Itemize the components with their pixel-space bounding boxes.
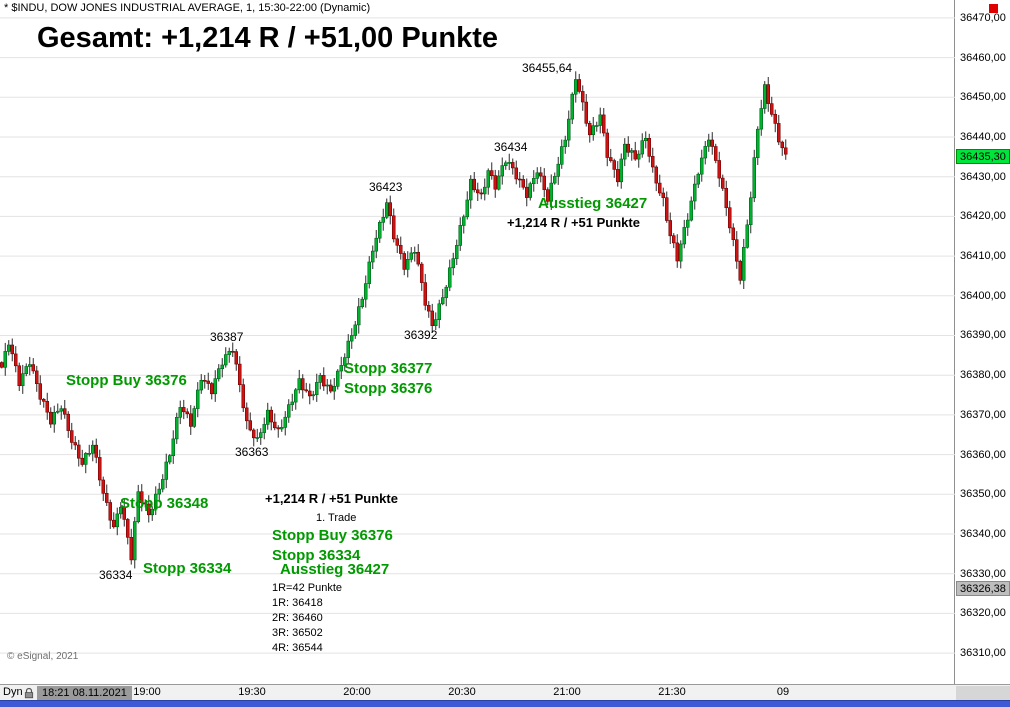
chart-annotation: Stopp Buy 36376 bbox=[272, 527, 393, 544]
axis-corner bbox=[956, 686, 1010, 701]
time-axis-label: 09 bbox=[776, 686, 790, 698]
chart-annotation: +1,214 R / +51 Punkte bbox=[265, 491, 398, 506]
level-price-badge: 36326,38 bbox=[956, 581, 1010, 597]
price-axis-tick: 36400,00 bbox=[960, 289, 1006, 302]
price-axis-tick: 36330,00 bbox=[960, 567, 1006, 580]
time-axis-label: 19:30 bbox=[238, 686, 266, 698]
chart-annotation: Stopp 36334 bbox=[143, 560, 232, 577]
chart-annotation: Stopp 36348 bbox=[120, 495, 209, 512]
time-axis-label: 19:00 bbox=[133, 686, 161, 698]
time-axis-label: 21:30 bbox=[658, 686, 686, 698]
price-axis-tick: 36310,00 bbox=[960, 647, 1006, 660]
price-axis-tick: 36390,00 bbox=[960, 329, 1006, 342]
cursor-time-box: 18:21 08.11.2021 bbox=[37, 686, 132, 700]
price-axis[interactable]: 36435,30 36326,38 36470,00 36460,00 36450,… bbox=[956, 0, 1010, 684]
performance-headline: Gesamt: +1,214 R / +51,00 Punkte bbox=[37, 22, 499, 54]
last-price-badge: 36435,30 bbox=[956, 148, 1010, 164]
price-axis-tick: 36320,00 bbox=[960, 607, 1006, 620]
time-axis-label: 20:00 bbox=[343, 686, 371, 698]
chart-plot-area[interactable]: * $INDU, DOW JONES INDUSTRIAL AVERAGE, 1… bbox=[0, 0, 955, 684]
chart-annotation: Stopp 36377 bbox=[344, 360, 433, 377]
chart-symbol-title: * $INDU, DOW JONES INDUSTRIAL AVERAGE, 1… bbox=[4, 2, 371, 14]
price-axis-tick: 36340,00 bbox=[960, 527, 1006, 540]
chart-annotation: 3R: 36502 bbox=[272, 627, 323, 639]
price-axis-tick: 36410,00 bbox=[960, 250, 1006, 263]
chart-annotation: Ausstieg 36427 bbox=[280, 561, 390, 578]
chart-annotation: Stopp Buy 36376 bbox=[66, 372, 187, 389]
chart-annotation: 36423 bbox=[369, 180, 403, 194]
chart-annotation: 4R: 36544 bbox=[272, 642, 323, 654]
chart-annotation: 1R: 36418 bbox=[272, 597, 323, 609]
time-axis[interactable]: Dyn 18:21 08.11.2021 19:00 19:30 20:00 20:3… bbox=[0, 684, 1010, 701]
candlestick-chart bbox=[0, 17, 955, 654]
price-axis-tick: 36430,00 bbox=[960, 170, 1006, 183]
chart-annotation: 36363 bbox=[235, 445, 269, 459]
chart-annotation: Ausstieg 36427 bbox=[538, 195, 648, 212]
price-axis-tick: 36460,00 bbox=[960, 51, 1006, 64]
chart-annotation: 36434 bbox=[494, 140, 528, 154]
chart-annotation: 36455,64 bbox=[522, 61, 573, 75]
price-axis-tick: 36360,00 bbox=[960, 448, 1006, 461]
chart-annotation: 2R: 36460 bbox=[272, 612, 323, 624]
price-axis-tick: 36420,00 bbox=[960, 210, 1006, 223]
time-axis-label: 21:00 bbox=[553, 686, 581, 698]
chart-annotation: Stopp 36334 bbox=[272, 547, 361, 564]
chart-annotation: 1R=42 Punkte bbox=[272, 582, 343, 594]
chart-annotation: 1. Trade bbox=[316, 512, 357, 524]
price-axis-tick: 36370,00 bbox=[960, 408, 1006, 421]
price-axis-tick: 36470,00 bbox=[960, 11, 1006, 24]
price-axis-tick: 36380,00 bbox=[960, 369, 1006, 382]
chart-annotation: 36334 bbox=[99, 568, 133, 582]
horizontal-scrollbar[interactable] bbox=[0, 700, 1010, 707]
time-axis-label: 20:30 bbox=[448, 686, 476, 698]
price-axis-tick: 36440,00 bbox=[960, 130, 1006, 143]
chart-annotation: 36392 bbox=[404, 328, 438, 342]
copyright-label: © eSignal, 2021 bbox=[7, 651, 79, 662]
alert-indicator bbox=[989, 4, 998, 13]
price-axis-tick: 36350,00 bbox=[960, 488, 1006, 501]
price-axis-tick: 36450,00 bbox=[960, 91, 1006, 104]
lock-icon[interactable] bbox=[23, 687, 35, 699]
chart-annotation: +1,214 R / +51 Punkte bbox=[507, 215, 640, 230]
chart-annotation: Stopp 36376 bbox=[344, 380, 433, 397]
dyn-button[interactable]: Dyn bbox=[3, 686, 23, 698]
chart-annotation: 36387 bbox=[210, 330, 244, 344]
